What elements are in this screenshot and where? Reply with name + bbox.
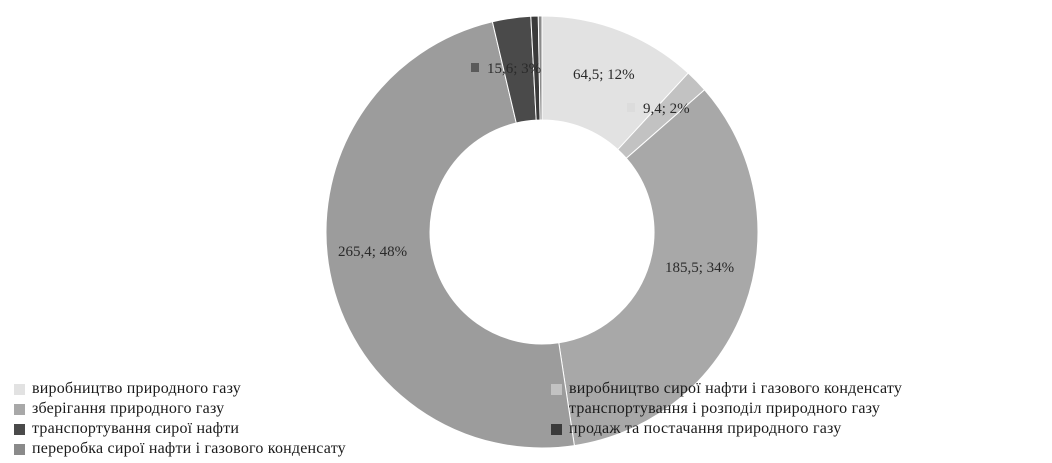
- legend-swatch-2: [551, 383, 562, 395]
- slice-gas-transport-distribution: [325, 21, 575, 449]
- legend-swatch-6: [551, 423, 562, 435]
- legend-item-3: зберігання природного газу: [14, 399, 224, 419]
- legend-label-2: виробництво сирої нафти і газового конде…: [569, 380, 903, 397]
- legend-label-5: транспортування сирої нафти: [32, 420, 240, 437]
- data-label-4: 265,4; 48%: [338, 244, 407, 260]
- legend-swatch-5: [14, 423, 25, 435]
- legend-swatch-7: [14, 443, 25, 455]
- data-labels: 64,5; 12% 9,4; 2% 185,5; 34% 265,4; 48% 15,6…: [338, 61, 734, 276]
- data-label-1: 64,5; 12%: [573, 67, 635, 83]
- data-label-5: 15,6; 3%: [487, 61, 541, 77]
- legend-label-3: зберігання природного газу: [32, 400, 225, 417]
- legend-item-6: продаж та постачання природного газу: [551, 419, 841, 439]
- data-label-3: 185,5; 34%: [665, 260, 734, 276]
- slice-gas-storage: [558, 89, 759, 447]
- data-label-marker-2: [627, 103, 635, 112]
- legend-item-1: виробництво природного газу: [14, 379, 241, 399]
- donut-slices: [325, 15, 759, 449]
- legend-item-5: транспортування сирої нафти: [14, 419, 239, 439]
- legend-swatch-3: [14, 403, 25, 415]
- legend-swatch-4: [551, 403, 562, 415]
- legend-swatch-1: [14, 383, 25, 395]
- data-label-marker-5: [471, 63, 479, 72]
- slice-crude-oil-refining: [537, 15, 543, 121]
- legend-label-1: виробництво природного газу: [32, 380, 241, 397]
- legend-item-2: виробництво сирої нафти і газового конде…: [551, 379, 902, 399]
- legend-label-4: транспортування і розподіл природного га…: [569, 400, 881, 417]
- data-label-2: 9,4; 2%: [643, 101, 690, 117]
- legend-label-6: продаж та постачання природного газу: [569, 420, 842, 437]
- legend-label-7: переробка сирої нафти і газового конденс…: [32, 440, 346, 457]
- legend-item-4: транспортування і розподіл природного га…: [551, 399, 880, 419]
- legend-item-7: переробка сирої нафти і газового конденс…: [14, 439, 346, 459]
